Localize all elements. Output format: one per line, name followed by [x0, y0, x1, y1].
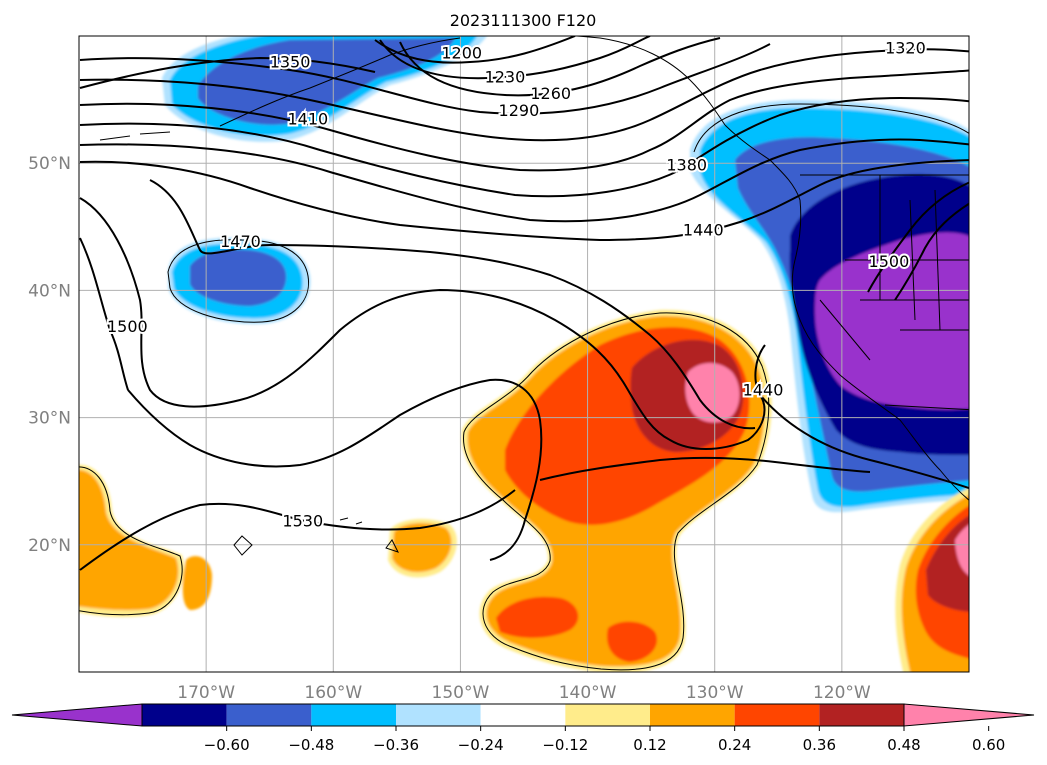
contour-1260	[399, 37, 721, 97]
longitude-tick-label: 150°W	[432, 683, 490, 703]
colorbar-tick-label: 0.60	[972, 736, 1005, 754]
coastline-california	[791, 259, 901, 421]
longitude-tick-label: 140°W	[559, 683, 617, 703]
contour-1440-north	[79, 138, 969, 223]
contour-1200	[374, 36, 576, 64]
coastline-pacific-northwest	[724, 124, 802, 261]
state-borders	[819, 175, 969, 361]
coastline-baja	[899, 419, 969, 501]
island-aleutians	[99, 131, 171, 141]
contour-label: 1290	[499, 101, 540, 120]
height-contours	[79, 36, 969, 571]
contour-label: 1230	[485, 68, 526, 87]
positive-anomaly-central-pacific-core	[685, 363, 740, 423]
colorbar-segment	[311, 704, 396, 726]
longitude-tick-label: 120°W	[813, 683, 871, 703]
colorbar-segment	[396, 704, 481, 726]
contour-1470	[79, 159, 969, 242]
map-frame	[78, 35, 970, 673]
colorbar-tick-label: 0.36	[803, 736, 836, 754]
contour-1380	[79, 69, 969, 172]
outline-north-america	[693, 103, 969, 153]
colorbar-tick-label: 0.12	[633, 736, 666, 754]
colorbar: −0.60 −0.48 −0.36 −0.24 −0.12 0.12 0.24 0.36 0.4…	[11, 703, 1035, 754]
contour-1500-ridge	[894, 202, 969, 301]
positive-anomaly-south-lobe-2	[606, 621, 658, 662]
contour-label: 1260	[530, 84, 571, 103]
contour-1230	[379, 36, 651, 80]
latitude-tick-labels: 20°N 30°N 40°N 50°N	[28, 154, 71, 556]
contour-1320	[79, 48, 969, 142]
longitude-tick-label: 160°W	[304, 683, 362, 703]
positive-anomaly-west-edge-core	[79, 469, 179, 611]
colorbar-segment	[819, 704, 904, 726]
contour-label: 1200	[441, 44, 482, 63]
negative-anomaly-mid-pacific-inner	[190, 249, 287, 306]
contour-label: 1530	[282, 512, 323, 531]
contour-1440-west	[79, 197, 766, 450]
colorbar-tick-label: −0.48	[288, 736, 334, 754]
positive-anomaly-west-island	[182, 556, 212, 610]
contour-label: 1440	[743, 381, 784, 400]
positive-anomaly-hawaii-core	[392, 523, 452, 573]
contour-1530	[79, 489, 516, 571]
latitude-tick-label: 40°N	[28, 281, 71, 301]
contour-label: 1410	[287, 110, 328, 129]
contour-1470-ridge	[867, 181, 969, 293]
positive-anomaly-south-lobe	[496, 596, 579, 638]
contour-1500	[79, 237, 543, 561]
contour-label: 1320	[885, 38, 926, 57]
island-hawaii	[339, 517, 399, 553]
outline-central-pacific	[463, 312, 770, 671]
colorbar-outline	[141, 703, 905, 727]
colorbar-extend-min	[11, 703, 143, 727]
colorbar-tick-label: 0.48	[887, 736, 920, 754]
colorbar-segment	[565, 704, 650, 726]
outline-west-edge	[79, 466, 183, 616]
colorbar-segment	[480, 704, 566, 726]
colorbar-segment	[226, 704, 312, 726]
positive-anomaly-mexico-core	[955, 524, 969, 576]
latitude-tick-label: 20°N	[28, 536, 71, 556]
colorbar-extend-max	[903, 703, 1035, 727]
coastline-alaska-peninsula	[219, 37, 461, 127]
contour-label: 1350	[270, 52, 311, 71]
contour-1470-inner	[149, 179, 756, 430]
colorbar-segment	[734, 704, 820, 726]
colorbar-segment	[650, 704, 735, 726]
graticule	[79, 36, 969, 672]
contour-1350	[79, 56, 376, 89]
colorbar-tick-label: −0.60	[204, 736, 250, 754]
border-us-mexico	[884, 404, 969, 411]
contour-label: 1440	[683, 220, 724, 239]
colorbar-tick-label: −0.12	[542, 736, 588, 754]
colorbar-segment	[142, 704, 227, 726]
latitude-tick-label: 50°N	[28, 154, 71, 174]
contour-label: 1470	[220, 232, 261, 251]
longitude-tick-labels: 170°W 160°W 150°W 140°W 130°W 120°W	[177, 683, 871, 703]
longitude-tick-label: 170°W	[177, 683, 235, 703]
contour-1560	[539, 456, 871, 481]
latitude-tick-label: 30°N	[28, 409, 71, 429]
contour-1410	[79, 96, 969, 198]
contour-1500-east	[759, 394, 969, 490]
coastline-alaska-south	[480, 36, 726, 126]
colorbar-tick-label: 0.24	[718, 736, 751, 754]
contour-label: 1380	[666, 155, 707, 174]
colorbar-tick-label: −0.36	[373, 736, 419, 754]
contour-label: 1500	[107, 317, 148, 336]
colorbar-tick-label: −0.24	[458, 736, 504, 754]
diamond-island	[233, 535, 253, 556]
negative-anomaly-north-america-core	[815, 232, 969, 410]
map-title: 2023111300 F120	[450, 11, 597, 30]
outline-mid-pacific	[167, 239, 310, 323]
contour-label: 1500	[869, 252, 910, 271]
coastlines	[79, 36, 969, 671]
longitude-tick-label: 130°W	[686, 683, 744, 703]
